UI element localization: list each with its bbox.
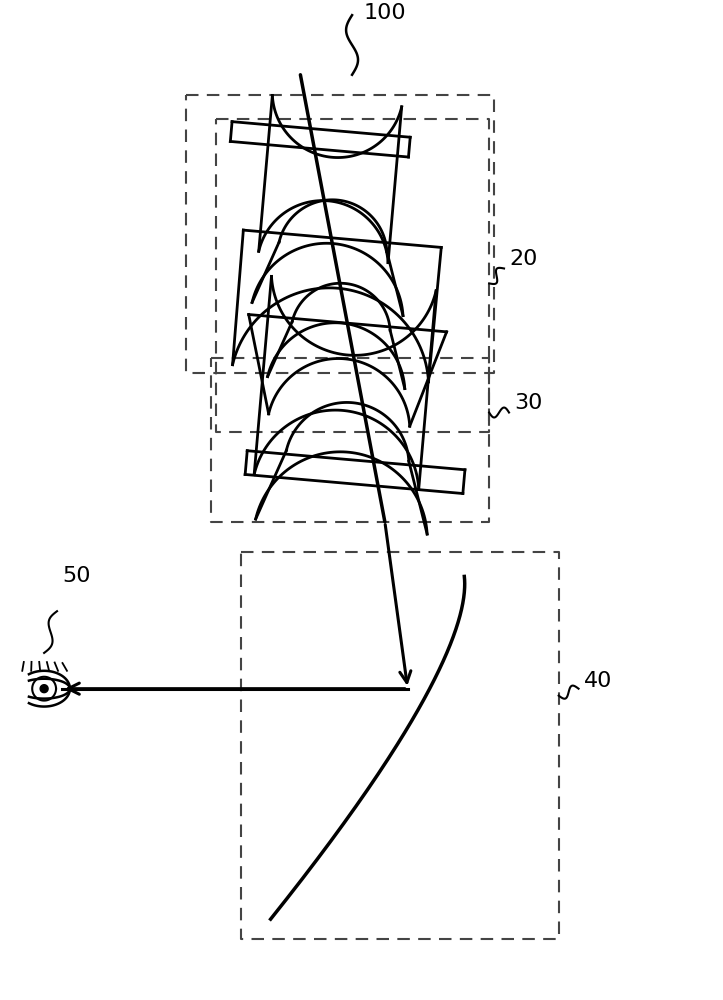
Text: 40: 40 bbox=[583, 671, 612, 691]
Text: 100: 100 bbox=[364, 3, 406, 23]
Text: 50: 50 bbox=[62, 566, 90, 586]
Polygon shape bbox=[40, 685, 48, 693]
Text: 30: 30 bbox=[514, 393, 542, 413]
Text: 20: 20 bbox=[509, 249, 537, 269]
